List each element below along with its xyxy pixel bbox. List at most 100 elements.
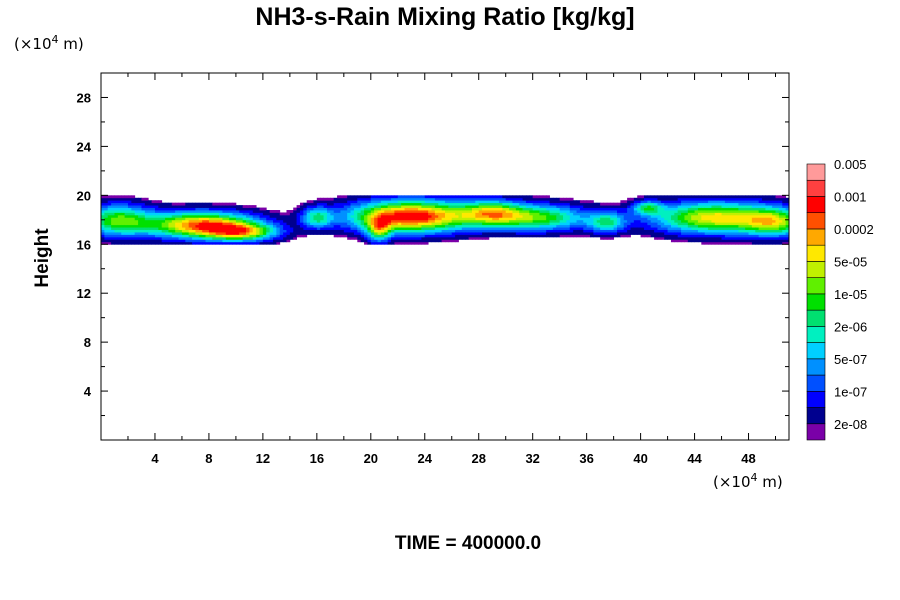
field-cell — [256, 227, 260, 230]
field-cell — [303, 214, 308, 218]
field-cell — [387, 200, 392, 204]
field-cell — [134, 212, 139, 216]
field-cell — [249, 217, 254, 221]
field-cell — [165, 222, 169, 226]
field-cell — [370, 205, 375, 208]
field-cell — [674, 222, 679, 226]
field-cell — [107, 219, 112, 223]
field-cell — [310, 232, 314, 235]
field-cell — [296, 229, 301, 233]
field-cell — [714, 219, 719, 223]
field-cell — [421, 229, 426, 233]
field-cell — [573, 210, 577, 213]
field-cell — [529, 197, 534, 201]
field-cell — [380, 207, 385, 211]
field-cell — [509, 195, 513, 199]
field-cell — [775, 232, 780, 235]
field-cell — [448, 217, 453, 221]
field-cell — [219, 227, 223, 230]
field-cell — [701, 207, 706, 211]
field-cell — [104, 200, 109, 204]
field-cell — [421, 195, 426, 199]
field-cell — [701, 210, 706, 213]
field-cell — [404, 202, 409, 206]
field-cell — [552, 234, 557, 238]
chart-title: NH3-s-Rain Mixing Ratio [kg/kg] — [255, 3, 634, 31]
field-cell — [718, 200, 722, 204]
field-cell — [198, 207, 203, 211]
field-cell — [606, 202, 611, 206]
field-cell — [542, 229, 547, 233]
field-cell — [259, 232, 264, 235]
field-cell — [735, 239, 739, 243]
field-cell — [148, 227, 152, 230]
field-cell — [161, 219, 166, 223]
field-cell — [559, 227, 564, 230]
field-cell — [111, 241, 115, 245]
field-cell — [198, 214, 203, 218]
field-cell — [482, 205, 486, 208]
field-cell — [778, 219, 783, 223]
field-cell — [181, 205, 186, 208]
field-cell — [424, 195, 429, 199]
field-cell — [532, 234, 537, 238]
field-cell — [529, 212, 534, 216]
field-cell — [549, 217, 554, 221]
field-cell — [542, 224, 547, 228]
field-cell — [380, 222, 385, 226]
field-cell — [219, 229, 223, 233]
field-cell — [134, 200, 139, 204]
field-cell — [111, 212, 115, 216]
field-cell — [229, 224, 233, 228]
field-cell — [637, 229, 642, 233]
field-cell — [235, 219, 240, 223]
field-cell — [478, 229, 483, 233]
field-cell — [289, 232, 294, 235]
field-cell — [434, 197, 439, 201]
field-cell — [414, 239, 419, 243]
field-cell — [714, 234, 719, 238]
field-cell — [633, 219, 638, 223]
field-cell — [205, 229, 210, 233]
field-cell — [111, 236, 115, 240]
field-cell — [188, 224, 193, 228]
field-cell — [306, 227, 311, 230]
field-cell — [674, 212, 679, 216]
field-cell — [384, 210, 389, 213]
field-cell — [586, 224, 591, 228]
field-cell — [208, 205, 213, 208]
field-cell — [121, 202, 126, 206]
field-cell — [708, 224, 712, 228]
field-cell — [367, 217, 372, 221]
field-cell — [269, 214, 274, 218]
field-cell — [492, 200, 496, 204]
field-cell — [239, 241, 244, 245]
field-cell — [576, 212, 581, 216]
field-cell — [539, 200, 544, 204]
field-cell — [556, 217, 561, 221]
field-cell — [242, 219, 247, 223]
field-cell — [600, 232, 604, 235]
field-cell — [617, 222, 621, 226]
x-tick-label: 8 — [205, 451, 212, 466]
field-cell — [225, 236, 230, 240]
field-cell — [762, 207, 766, 211]
field-cell — [421, 205, 426, 208]
field-cell — [681, 227, 685, 230]
field-cell — [515, 212, 520, 216]
field-cell — [552, 232, 557, 235]
field-cell — [350, 202, 355, 206]
field-cell — [536, 224, 540, 228]
field-cell — [515, 222, 520, 226]
field-cell — [482, 212, 486, 216]
field-cell — [181, 202, 186, 206]
field-cell — [657, 212, 662, 216]
field-cell — [468, 234, 473, 238]
field-cell — [471, 207, 476, 211]
field-cell — [246, 222, 250, 226]
field-cell — [380, 219, 385, 223]
field-cell — [461, 224, 466, 228]
field-cell — [165, 217, 169, 221]
field-cell — [431, 219, 436, 223]
